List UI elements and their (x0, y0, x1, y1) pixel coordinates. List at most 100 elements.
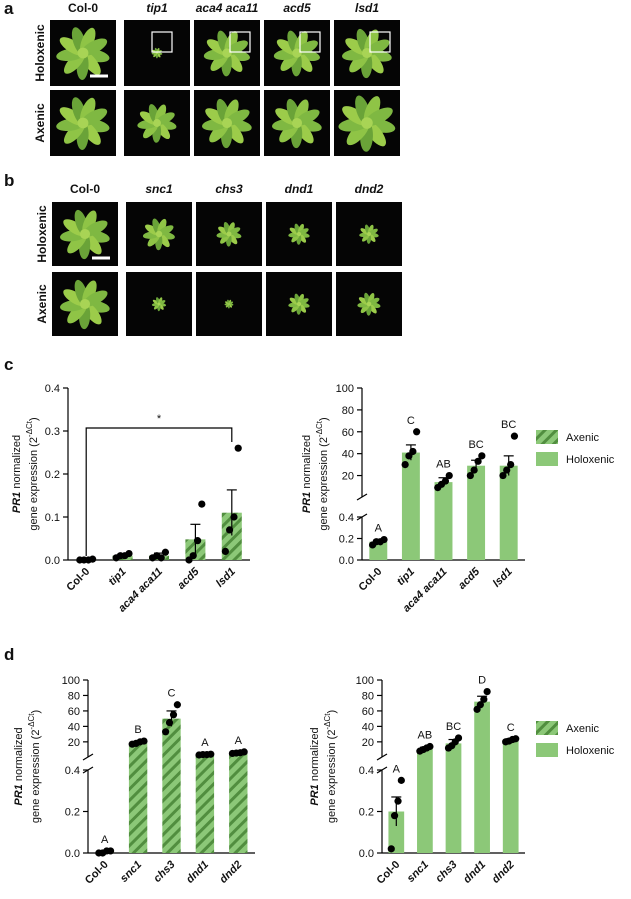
column-header: aca4 aca11 (196, 1, 259, 15)
y-tick-label: 100 (356, 675, 374, 687)
plant (359, 224, 379, 244)
x-tick-label: acd5 (175, 565, 202, 592)
bar (162, 718, 181, 853)
x-tick-label: Col-0 (64, 566, 92, 594)
data-point (194, 537, 202, 545)
y-tick-label: 20 (342, 471, 354, 483)
leaf-center (366, 301, 372, 307)
y-axis-label: PR1 normalized (309, 727, 321, 805)
data-point (165, 718, 174, 727)
x-tick-label: dnd2 (490, 859, 517, 886)
y-axis-label: gene expression (2-ΔCt) (27, 710, 42, 823)
y-tick-label: 40 (68, 721, 80, 733)
panel-label: d (4, 645, 14, 664)
y-tick-label: 0.2 (65, 807, 80, 819)
leaf-center (222, 48, 232, 58)
x-tick-label: snc1 (118, 859, 144, 885)
group-letter: AB (418, 729, 433, 741)
data-point (89, 555, 97, 563)
bar (128, 742, 148, 853)
row-header: Holoxenic (35, 205, 49, 263)
bar (195, 754, 215, 853)
axis-break (376, 753, 388, 761)
data-point (380, 535, 388, 544)
data-point (230, 513, 238, 521)
legend-swatch (536, 430, 558, 444)
plant (60, 209, 110, 260)
data-point (225, 526, 234, 534)
x-tick-label: snc1 (405, 859, 431, 885)
bar (388, 811, 405, 853)
x-tick-label: Col-0 (356, 566, 384, 594)
data-point (483, 687, 491, 696)
y-tick-label: 80 (342, 405, 354, 417)
group-letter: BC (501, 419, 516, 431)
data-point (106, 847, 115, 855)
legend-swatch (536, 452, 558, 466)
zoom-box (151, 31, 173, 53)
data-point (476, 701, 484, 709)
y-axis-label: gene expression (2-ΔCt) (315, 417, 330, 530)
data-point (454, 734, 463, 742)
data-point (445, 471, 453, 480)
x-tick-label: lsd1 (491, 566, 515, 590)
plant (151, 47, 163, 59)
y-tick-label: 0.2 (45, 469, 60, 481)
leaf-center (228, 303, 230, 305)
axis-break (82, 753, 94, 761)
leaf-center (77, 117, 89, 129)
y-label-text: ) (30, 710, 42, 714)
bar (229, 752, 248, 853)
legend-label: Holoxenic (566, 454, 615, 466)
group-letter: C (168, 688, 176, 700)
y-label-text: normalized (11, 435, 23, 492)
group-letter: A (375, 523, 383, 535)
y-label-sup: -ΔCt (25, 420, 34, 437)
data-point (510, 432, 519, 440)
column-header: lsd1 (355, 1, 379, 15)
leaf-center (79, 228, 91, 240)
column-header: chs3 (215, 182, 243, 196)
y-tick-label: 0.1 (45, 512, 60, 524)
significance-bracket (85, 427, 233, 556)
bar (417, 748, 433, 853)
leaf-center (291, 117, 303, 129)
y-tick-label: 0.4 (65, 765, 80, 777)
plant (56, 97, 110, 150)
y-tick-label: 0.4 (359, 765, 374, 777)
bar (401, 452, 420, 560)
data-point (409, 447, 417, 456)
bar (474, 701, 490, 853)
leaf-center (79, 298, 91, 310)
panel-label: a (4, 0, 14, 18)
y-tick-label: 0.2 (339, 534, 354, 546)
x-tick-label: dnd1 (461, 859, 488, 886)
y-tick-label: 80 (362, 690, 374, 702)
y-label-gene: PR1 (13, 784, 25, 805)
bar (467, 465, 486, 560)
data-point (512, 735, 520, 743)
plant (288, 223, 310, 245)
data-point (401, 461, 409, 469)
x-tick-label: tip1 (106, 566, 128, 588)
column-header: Col-0 (68, 1, 98, 15)
y-label-text: ) (28, 417, 40, 421)
y-axis-label: gene expression (2-ΔCt) (323, 710, 338, 823)
column-header: snc1 (145, 182, 173, 196)
y-tick-label: 40 (342, 449, 354, 461)
panel-label: c (4, 355, 13, 374)
y-label-text: gene expression (2 (28, 437, 40, 531)
y-label-text: normalized (301, 435, 313, 492)
leaf-center (221, 117, 233, 129)
data-point (207, 750, 215, 758)
legend-label: Holoxenic (566, 745, 615, 757)
y-label-text: ) (326, 710, 338, 714)
y-tick-label: 60 (342, 427, 354, 439)
plant (151, 297, 167, 312)
plant (216, 221, 242, 247)
legend-label: Axenic (566, 723, 600, 735)
plant (357, 292, 381, 316)
group-letter: A (393, 763, 401, 775)
y-tick-label: 40 (362, 721, 374, 733)
